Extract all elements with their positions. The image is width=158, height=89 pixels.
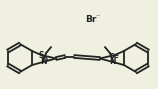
Text: N: N xyxy=(109,57,116,66)
Text: S: S xyxy=(39,51,44,60)
Text: N: N xyxy=(40,57,47,66)
Text: ⁻: ⁻ xyxy=(95,12,99,22)
Text: Se: Se xyxy=(109,53,119,58)
Text: +: + xyxy=(44,57,50,62)
Text: Br: Br xyxy=(85,15,96,23)
